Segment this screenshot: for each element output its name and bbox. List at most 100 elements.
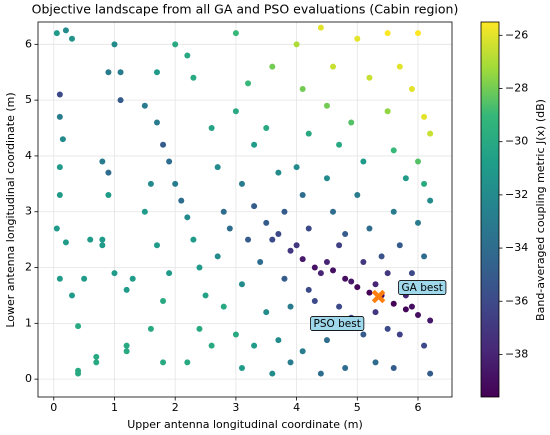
point	[427, 370, 434, 377]
point	[299, 85, 306, 92]
point	[311, 264, 318, 271]
point	[275, 169, 282, 176]
point	[68, 292, 75, 299]
point	[287, 247, 294, 254]
point	[281, 208, 288, 215]
point	[360, 158, 367, 165]
point	[105, 69, 112, 76]
point	[427, 317, 434, 324]
point	[147, 180, 154, 187]
point	[178, 197, 185, 204]
point	[263, 309, 270, 316]
point	[129, 275, 136, 282]
point	[226, 225, 233, 232]
point	[299, 256, 306, 263]
point	[342, 364, 349, 371]
point	[220, 303, 227, 310]
point	[384, 270, 391, 277]
point	[421, 113, 428, 120]
point	[396, 63, 403, 70]
chart-title: Objective landscape from all GA and PSO …	[32, 2, 459, 17]
colorbar-tick-label: −36	[505, 294, 528, 307]
point	[317, 370, 324, 377]
point	[147, 325, 154, 332]
point	[56, 191, 63, 198]
point	[245, 80, 252, 87]
point	[53, 225, 60, 232]
point	[172, 41, 179, 48]
point	[275, 231, 282, 238]
point	[330, 208, 337, 215]
point	[99, 242, 106, 249]
overlay: GA best PSO best	[310, 280, 447, 331]
point	[281, 275, 288, 282]
point	[238, 281, 245, 288]
point	[208, 342, 215, 349]
best-marker	[371, 289, 386, 304]
point	[56, 275, 63, 282]
x-axis-label: Upper antenna longitudinal coordinate (m…	[127, 418, 363, 431]
colorbar-tick-label: −28	[505, 81, 528, 94]
y-tick-label: 0	[25, 372, 32, 385]
point	[93, 353, 100, 360]
point	[56, 164, 63, 171]
colorbar-label: Band-averaged coupling metric J(x) (dB)	[534, 99, 547, 321]
colorbar-tick-label: −34	[505, 241, 528, 254]
point	[117, 97, 124, 104]
point	[372, 309, 379, 316]
point	[378, 253, 385, 260]
point	[408, 85, 415, 92]
point	[348, 278, 355, 285]
point	[360, 258, 367, 265]
point	[336, 303, 343, 310]
point	[408, 270, 415, 277]
x-tick-label: 3	[232, 401, 239, 414]
point	[56, 113, 63, 120]
point	[366, 225, 373, 232]
point	[62, 27, 69, 34]
point	[56, 91, 63, 98]
point	[293, 242, 300, 249]
points	[53, 24, 434, 377]
point	[251, 203, 258, 210]
point	[269, 370, 276, 377]
point	[190, 236, 197, 243]
point	[372, 281, 379, 288]
point	[75, 323, 82, 330]
point	[402, 175, 409, 182]
point	[275, 337, 282, 344]
annotation: PSO best	[310, 316, 365, 331]
point	[160, 141, 167, 148]
point	[396, 242, 403, 249]
point	[366, 74, 373, 81]
y-tick-label: 2	[25, 261, 32, 274]
point	[232, 30, 239, 37]
point	[366, 289, 373, 296]
point	[305, 286, 312, 293]
point	[317, 24, 324, 31]
point	[214, 164, 221, 171]
point	[238, 364, 245, 371]
point	[415, 219, 422, 226]
point	[190, 74, 197, 81]
point	[384, 325, 391, 332]
annotation-box	[310, 316, 365, 331]
y-tick-label: 5	[25, 93, 32, 106]
point	[293, 41, 300, 48]
point	[232, 108, 239, 115]
annotation: GA best	[398, 280, 447, 295]
y-tick-label: 6	[25, 37, 32, 50]
y-axis-label: Lower antenna longitudinal coordinate (m…	[4, 92, 17, 327]
point	[402, 306, 409, 313]
point	[238, 180, 245, 187]
point	[415, 311, 422, 318]
point	[396, 331, 403, 338]
point	[232, 331, 239, 338]
point	[53, 30, 60, 37]
point	[153, 242, 160, 249]
point	[354, 191, 361, 198]
point	[184, 359, 191, 366]
point	[245, 236, 252, 243]
point	[372, 359, 379, 366]
point	[166, 270, 173, 277]
